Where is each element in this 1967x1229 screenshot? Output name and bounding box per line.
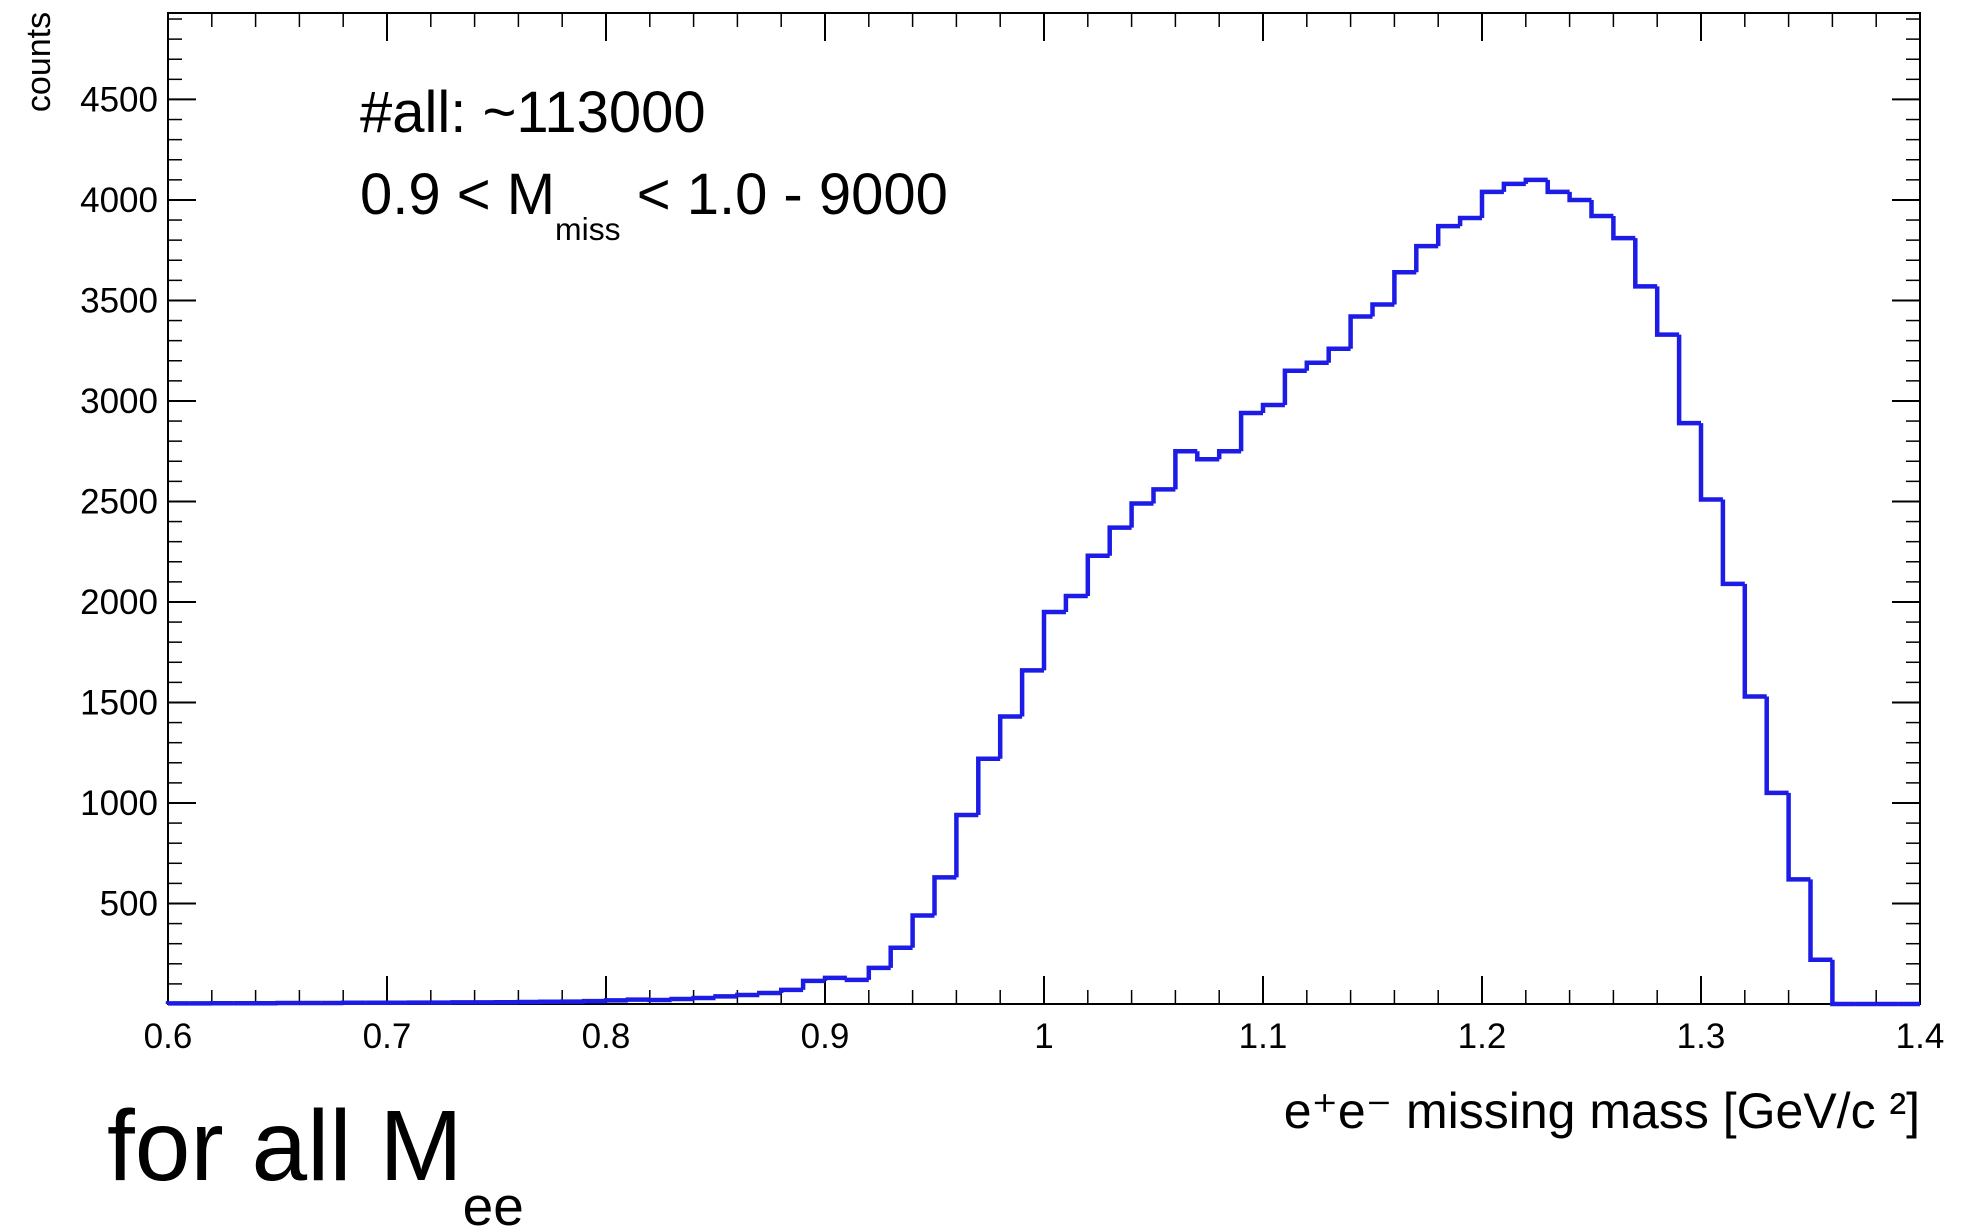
histogram-bin [669, 996, 694, 1002]
histogram-bin [625, 997, 650, 1002]
y-tick-label: 4500 [80, 80, 158, 119]
x-tick-label: 1.3 [1677, 1017, 1726, 1056]
annotation-part: < 1.0 - 9000 [621, 162, 948, 227]
histogram-bin [1151, 487, 1176, 504]
histogram-bin [1589, 199, 1614, 219]
annotation-part: #all: ~113000 [360, 80, 706, 145]
histogram-bin [1282, 368, 1307, 405]
annotation: #all: ~113000 [360, 80, 706, 145]
histogram-bin [1633, 238, 1658, 289]
histogram-bin [1238, 410, 1263, 452]
histogram-bin [1567, 191, 1592, 203]
histogram-bin [888, 945, 913, 968]
y-tick-label: 1000 [80, 784, 158, 823]
footer-subscript: ee [463, 1175, 524, 1229]
histogram-bin [1742, 583, 1767, 699]
x-tick-label: 1 [1034, 1017, 1053, 1056]
y-tick-label: 2500 [80, 482, 158, 521]
histogram-bin [1457, 215, 1482, 227]
histogram-bin [1304, 360, 1329, 371]
histogram-bin [1216, 448, 1242, 460]
histogram-bin [1808, 879, 1833, 963]
x-tick-label: 1.2 [1458, 1017, 1507, 1056]
histogram-bin [1545, 179, 1570, 195]
histogram-bin [1392, 270, 1417, 305]
histogram-bin [1173, 448, 1198, 490]
annotation-subscript: miss [555, 211, 621, 247]
y-tick-label: 1500 [80, 683, 158, 722]
histogram-bin [1611, 216, 1636, 241]
x-tick-label: 0.9 [801, 1017, 850, 1056]
histogram-bin [910, 913, 935, 948]
histogram-bin [844, 977, 869, 983]
histogram-bin [997, 714, 1023, 759]
histogram-bin [1764, 696, 1789, 796]
histogram-bin [932, 875, 957, 916]
histogram-bin [1479, 189, 1504, 219]
histogram-bin [1085, 553, 1110, 596]
histogram-bin [757, 990, 782, 996]
y-tick-label: 500 [100, 884, 158, 923]
histogram-bin [822, 975, 847, 981]
histogram-bin [800, 978, 825, 990]
histogram-bin [1326, 346, 1351, 363]
histogram-bin [1501, 181, 1526, 192]
annotation: 0.9 < Mmiss < 1.0 - 9000 [360, 162, 948, 247]
histogram-bin [713, 994, 738, 999]
histogram-bin [691, 995, 716, 1001]
histogram-bin [1107, 525, 1132, 556]
histogram-bin [1698, 423, 1723, 502]
histogram-bin [1720, 499, 1745, 587]
histogram-bin [1260, 402, 1285, 414]
histogram-bin [165, 1001, 190, 1006]
x-tick-label: 0.6 [144, 1017, 193, 1056]
x-tick-label: 1.4 [1896, 1017, 1945, 1056]
histogram-bin [603, 998, 628, 1003]
x-tick-label: 1.1 [1239, 1017, 1288, 1056]
histogram-bin [866, 965, 891, 980]
x-tick-label: 0.8 [582, 1017, 631, 1056]
histogram-bin [735, 992, 760, 998]
histogram-bin [1041, 609, 1066, 671]
histogram-bin [1414, 243, 1439, 273]
histogram-bin [1129, 501, 1154, 528]
x-tick-label: 0.7 [363, 1017, 412, 1056]
histogram-bin [1195, 451, 1220, 462]
histogram-bin [1019, 668, 1044, 717]
histogram-bin [1654, 286, 1680, 337]
histogram-bin [1830, 959, 1855, 1007]
x-axis-label: e⁺e⁻ missing mass [GeV/c ²] [1284, 1083, 1920, 1139]
footer: for all Mee [107, 1090, 524, 1229]
histogram-bin [1370, 302, 1395, 317]
histogram-bin [1523, 177, 1548, 184]
y-axis-label: counts [20, 12, 58, 112]
y-tick-label: 3500 [80, 281, 158, 320]
y-tick-label: 2000 [80, 583, 158, 622]
footer-part: for all M [107, 1090, 463, 1202]
histogram-bin [1676, 334, 1701, 426]
histogram-bin [1063, 593, 1088, 613]
histogram-bin [954, 812, 979, 878]
histogram-bin [1435, 223, 1461, 247]
histogram-bin [1348, 314, 1373, 349]
histogram-bin [976, 756, 1001, 816]
y-tick-label: 3000 [80, 382, 158, 421]
y-tick-label: 4000 [80, 181, 158, 220]
annotation-part: 0.9 < M [360, 162, 555, 227]
histogram-bin [1786, 792, 1811, 882]
histogram-bin [778, 987, 804, 993]
